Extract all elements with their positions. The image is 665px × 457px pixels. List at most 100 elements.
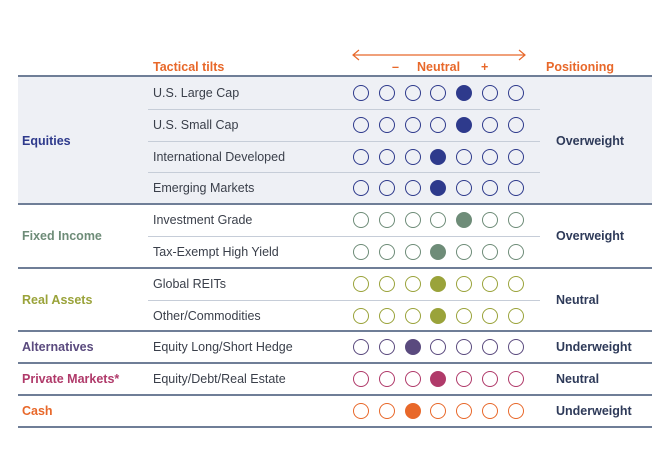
tilt-dot-empty xyxy=(353,339,369,356)
tilt-dot-filled xyxy=(430,307,447,324)
tilt-dot-empty xyxy=(404,148,421,165)
scale-minus-label: – xyxy=(392,60,399,74)
category-label: Fixed Income xyxy=(22,229,102,243)
group-rule xyxy=(18,266,652,269)
tilt-dot-empty xyxy=(482,180,498,197)
tilt-dot-empty xyxy=(404,116,421,133)
tilt-dot-empty xyxy=(482,339,498,356)
tilt-dot-empty xyxy=(378,116,395,133)
tilt-dot-empty xyxy=(456,243,473,260)
asset-class-label: International Developed xyxy=(153,149,286,164)
tilt-dot-empty xyxy=(456,275,473,292)
positioning-label: Neutral xyxy=(556,372,600,387)
tilt-dot-empty xyxy=(353,243,369,260)
tilt-dot-empty xyxy=(430,402,447,419)
asset-class-label: Investment Grade xyxy=(153,213,253,228)
tilt-dot-empty xyxy=(507,275,524,292)
group-rule xyxy=(18,330,652,333)
scale-plus-label: + xyxy=(481,60,489,74)
tilt-dot-empty xyxy=(353,116,369,133)
tilt-dot-empty xyxy=(378,275,395,292)
tilt-dot-empty xyxy=(353,84,369,101)
group-rule xyxy=(18,425,652,428)
tilt-dot-empty xyxy=(507,212,524,229)
tactical-tilts-header: Tactical tilts xyxy=(153,60,225,74)
tilt-scale-arrow xyxy=(352,49,526,61)
category-label: Equities xyxy=(22,133,71,148)
asset-class-label: Equity Long/Short Hedge xyxy=(153,340,293,355)
tilt-dot-empty xyxy=(482,402,498,419)
tilt-dot-empty xyxy=(404,275,421,292)
tilt-dot-filled xyxy=(430,148,447,165)
tilt-dot-empty xyxy=(378,402,395,419)
row-divider xyxy=(148,140,540,142)
tilt-dot-empty xyxy=(404,371,421,388)
tilt-dot-empty xyxy=(353,148,369,165)
positioning-label: Overweight xyxy=(556,229,625,243)
tilt-dot-empty xyxy=(378,148,395,165)
tilt-dot-filled xyxy=(404,339,421,356)
positioning-header: Positioning xyxy=(546,60,615,74)
tilt-dot-empty xyxy=(430,339,447,356)
tilt-dot-empty xyxy=(482,148,498,165)
tilt-dot-empty xyxy=(353,180,369,197)
tilt-dot-empty xyxy=(353,307,369,324)
tilt-dot-empty xyxy=(507,243,524,260)
tilt-dot-empty xyxy=(430,116,447,133)
asset-class-label: Global REITs xyxy=(153,276,226,291)
tilt-dot-empty xyxy=(404,243,421,260)
row-divider xyxy=(148,299,540,301)
category-label: Cash xyxy=(22,403,53,418)
tilt-dot-empty xyxy=(378,212,395,229)
tilt-dot-empty xyxy=(482,243,498,260)
positioning-label: Underweight xyxy=(556,403,632,418)
tilt-dot-filled xyxy=(430,243,447,260)
header-rule xyxy=(18,75,652,77)
positioning-label: Neutral xyxy=(556,292,600,307)
tilt-dot-empty xyxy=(353,371,369,388)
row-divider xyxy=(148,172,540,174)
tilt-dot-empty xyxy=(507,371,524,388)
group-rule xyxy=(18,362,652,365)
tilt-dot-empty xyxy=(507,180,524,197)
tilt-dot-empty xyxy=(456,371,473,388)
tilt-dot-empty xyxy=(378,339,395,356)
category-label: Real Assets xyxy=(22,292,93,307)
tilt-dot-empty xyxy=(430,212,447,229)
category-label: Alternatives xyxy=(22,340,94,355)
positioning-label: Overweight xyxy=(556,133,625,148)
category-label: Private Markets* xyxy=(22,372,120,387)
tilt-dot-empty xyxy=(456,148,473,165)
asset-class-label: U.S. Small Cap xyxy=(153,117,239,132)
group-rule xyxy=(18,394,652,396)
tilt-dot-empty xyxy=(507,148,524,165)
tilt-dot-empty xyxy=(378,371,395,388)
tilt-dot-empty xyxy=(507,339,524,356)
tilt-dot-empty xyxy=(430,84,447,101)
tilt-dot-empty xyxy=(507,307,524,324)
tilt-dot-empty xyxy=(404,307,421,324)
tilt-dot-empty xyxy=(353,275,369,292)
asset-class-label: Emerging Markets xyxy=(153,181,255,196)
tilt-dot-empty xyxy=(507,116,524,133)
tilt-dot-empty xyxy=(404,180,421,197)
tilt-dot-filled xyxy=(456,212,473,229)
tilt-dot-empty xyxy=(404,212,421,229)
tilt-dot-empty xyxy=(507,402,524,419)
tilt-dot-empty xyxy=(378,243,395,260)
tilt-dot-empty xyxy=(482,116,498,133)
tilt-dot-empty xyxy=(456,339,473,356)
tilt-dot-empty xyxy=(482,212,498,229)
tilt-dot-filled xyxy=(430,371,447,388)
tilt-dot-empty xyxy=(378,307,395,324)
tilt-dot-empty xyxy=(456,180,473,197)
asset-class-label: Equity/Debt/Real Estate xyxy=(153,372,286,387)
asset-class-label: Tax-Exempt High Yield xyxy=(153,244,279,259)
tilt-dot-empty xyxy=(482,371,498,388)
tilt-dot-empty xyxy=(482,84,498,101)
tilt-dot-empty xyxy=(378,84,395,101)
tilt-dot-filled xyxy=(430,275,447,292)
scale-neutral-label: Neutral xyxy=(417,60,461,74)
row-divider xyxy=(148,108,540,110)
row-divider xyxy=(148,236,540,237)
